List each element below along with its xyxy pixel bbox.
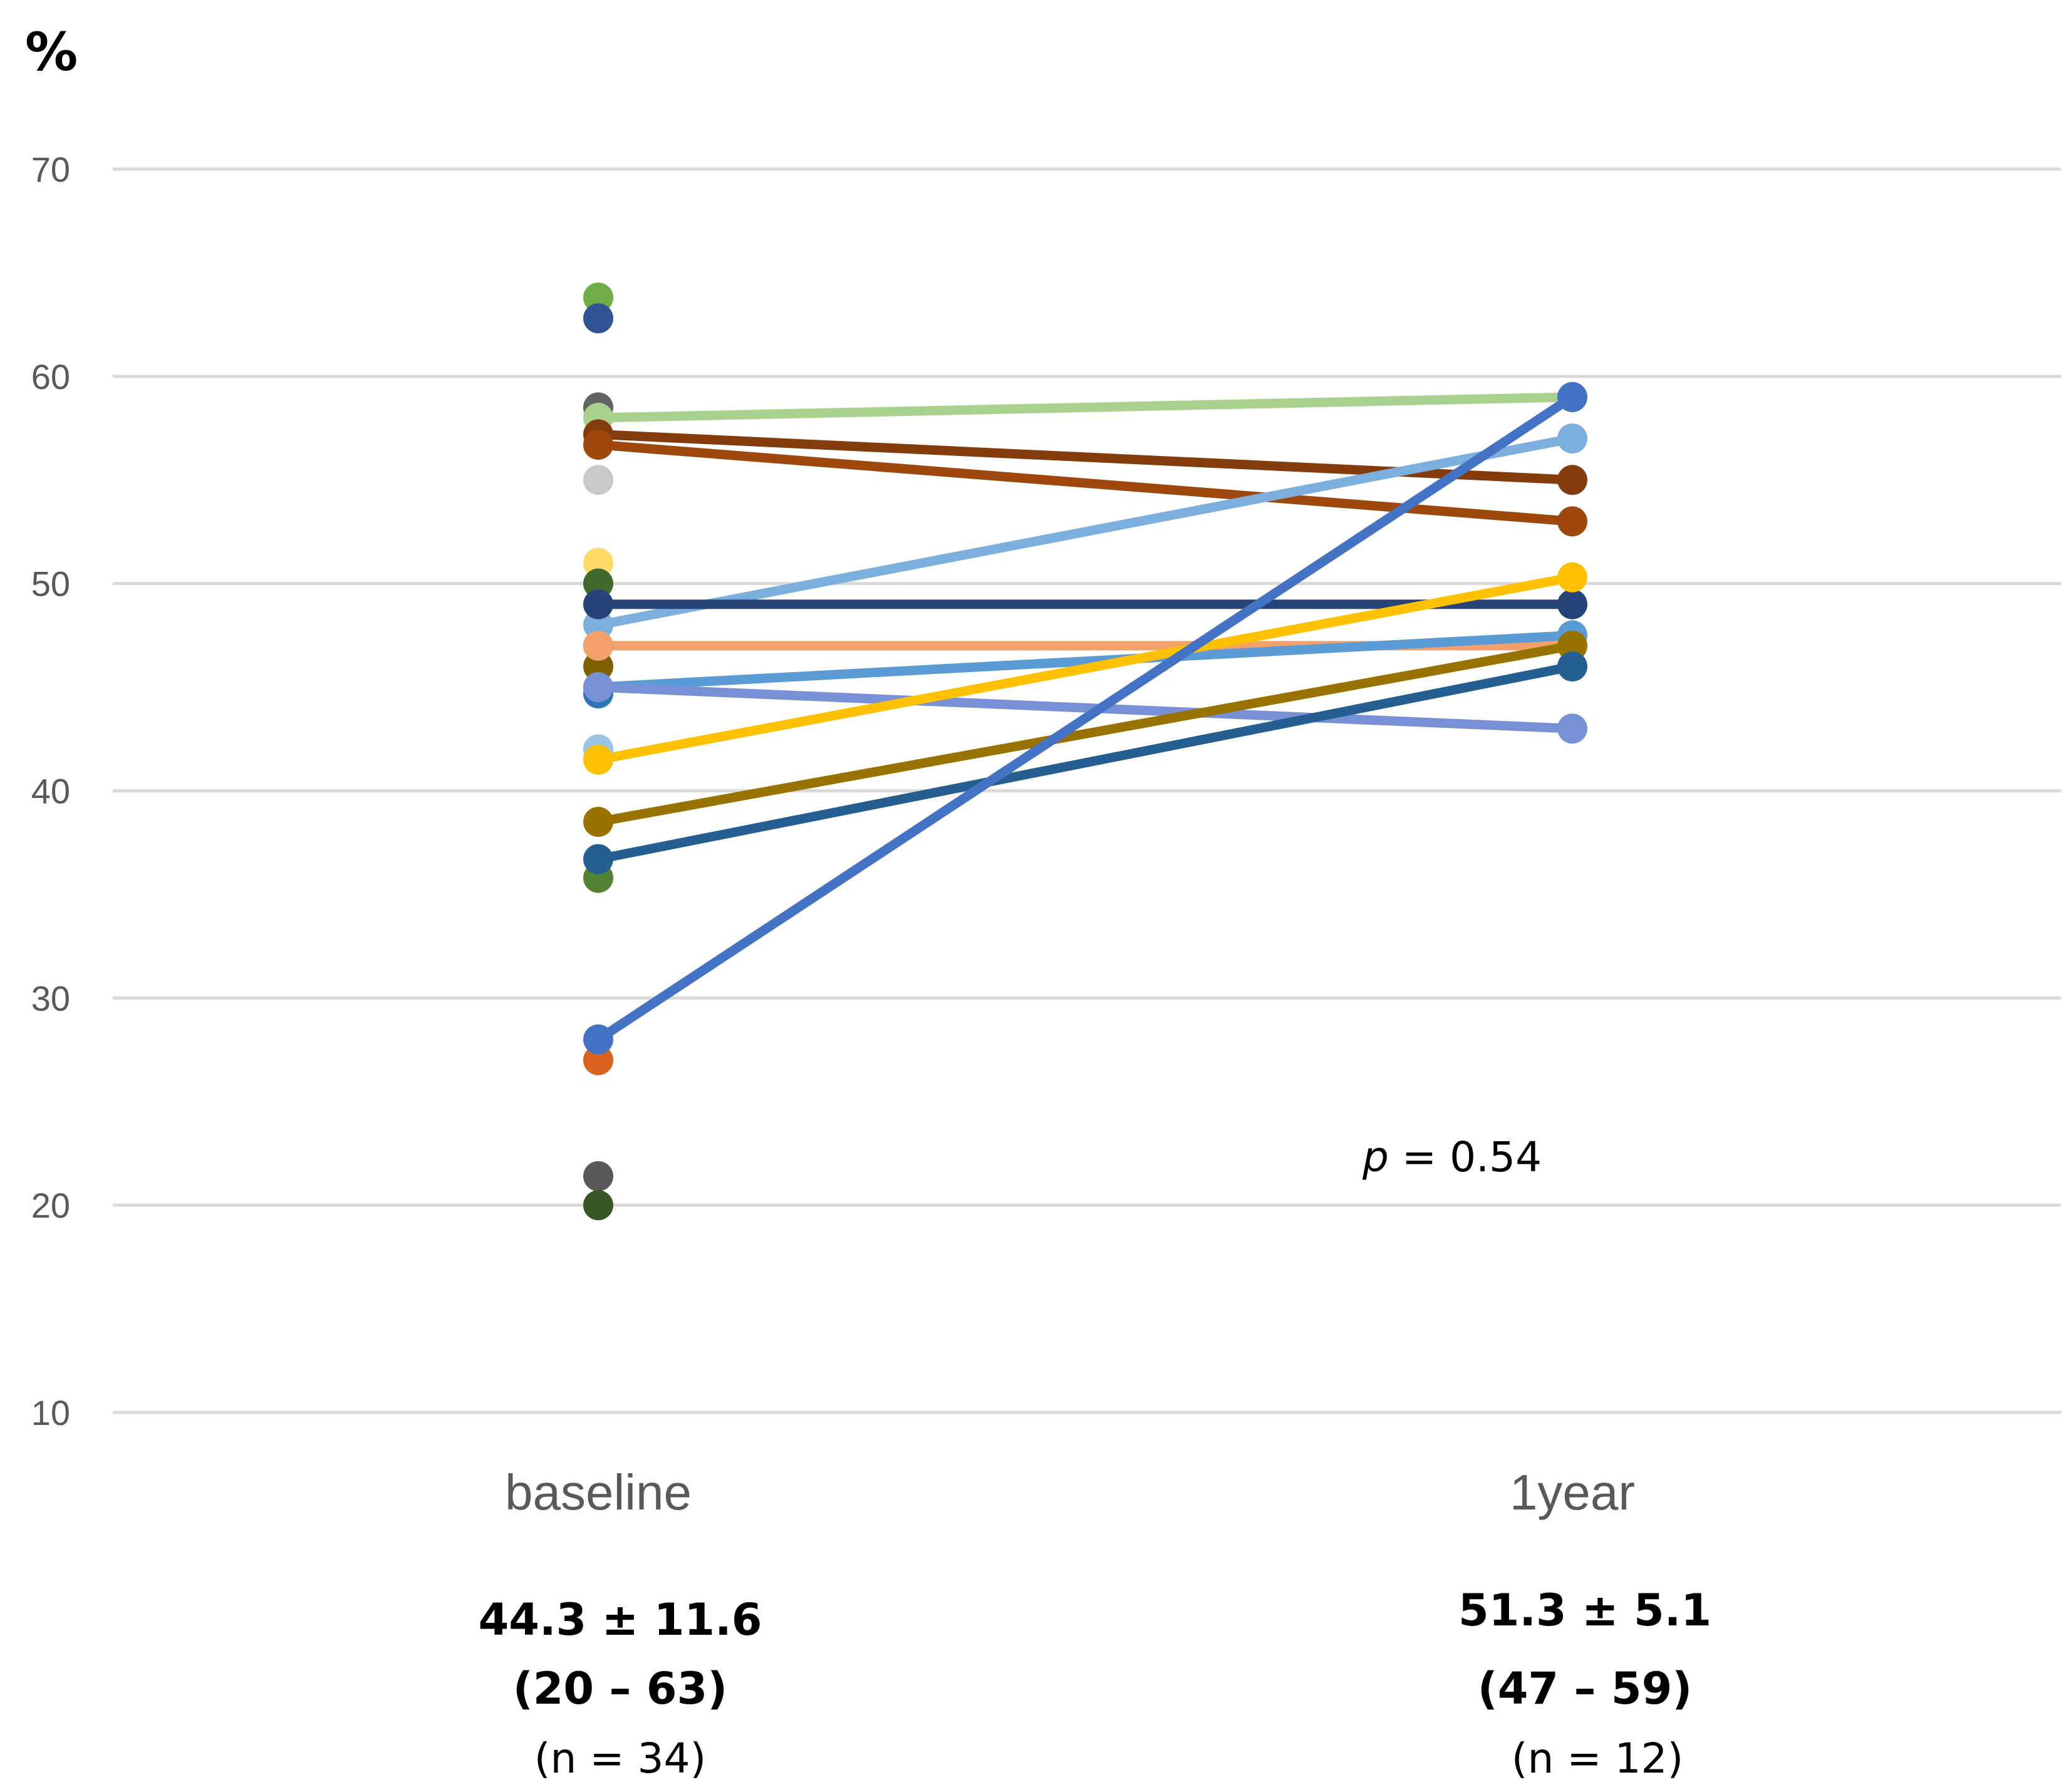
series-lines [593, 392, 1577, 1044]
oneyear-n: (n = 12) [1512, 1734, 1684, 1783]
series-5-baseline-point [583, 630, 613, 661]
baseline-point-1 [583, 303, 613, 334]
y-tick-label-4: 50 [31, 564, 70, 604]
baseline-point-11 [583, 1045, 613, 1075]
baseline-point-4 [583, 547, 613, 578]
series-8-baseline-point [583, 744, 613, 775]
y-tick-label-5: 60 [31, 357, 70, 396]
series-line-11 [593, 392, 1577, 1044]
oneyear-mean-sd: 51.3 ± 5.1 [1458, 1585, 1711, 1636]
series-3-1year-point [1557, 423, 1587, 454]
y-tick-label-6: 70 [31, 150, 70, 189]
series-8-1year-point [1557, 562, 1587, 593]
series-7-1year-point [1557, 713, 1587, 744]
oneyear-range: (47 – 59) [1478, 1663, 1693, 1714]
p-value-text: = 0.54 [1389, 1133, 1542, 1181]
baseline-point-12 [583, 1161, 613, 1191]
y-unit-label: % [25, 21, 78, 83]
baseline-n: (n = 34) [534, 1734, 707, 1783]
baseline-point-6 [583, 651, 613, 681]
series-line-6 [593, 630, 1577, 692]
series-10-baseline-point [583, 844, 613, 874]
series-1-1year-point [1557, 465, 1587, 495]
x-category-label-1year: 1year [1510, 1464, 1635, 1520]
series-9-1year-point [1557, 630, 1587, 661]
series-11-baseline-point [583, 1024, 613, 1055]
series-line-3 [593, 433, 1577, 630]
series-2-1year-point [1557, 506, 1587, 537]
baseline-range: (20 – 63) [513, 1663, 728, 1714]
series-2-baseline-point [583, 430, 613, 460]
p-value-annotation: p = 0.54 [1362, 1133, 1542, 1181]
baseline-point-0 [583, 282, 613, 313]
x-category-label-baseline: baseline [505, 1464, 692, 1520]
series-4-1year-point [1557, 589, 1587, 619]
gridlines [113, 167, 2061, 1414]
p-symbol: p [1362, 1133, 1389, 1181]
series-line-0 [593, 392, 1577, 423]
baseline-point-3 [583, 465, 613, 495]
y-tick-label-3: 40 [31, 772, 70, 811]
baseline-point-13 [583, 1190, 613, 1221]
series-line-7 [593, 682, 1577, 733]
baseline-point-5 [583, 568, 613, 599]
series-3-baseline-point [583, 609, 613, 640]
series-11-1year-point [1557, 381, 1587, 412]
data-points [583, 282, 1587, 1221]
y-tick-label-1: 20 [31, 1186, 70, 1225]
y-axis-tick-labels: 10 20 30 40 50 60 70 [31, 150, 70, 1432]
series-line-9 [593, 641, 1577, 827]
series-9-baseline-point [583, 807, 613, 837]
series-7-baseline-point [583, 672, 613, 703]
baseline-mean-sd: 44.3 ± 11.6 [479, 1594, 762, 1645]
series-line-10 [593, 661, 1577, 864]
series-4-baseline-point [583, 589, 613, 619]
y-tick-label-0: 10 [31, 1393, 70, 1432]
series-line-8 [593, 572, 1577, 765]
y-tick-label-2: 30 [31, 978, 70, 1018]
series-10-1year-point [1557, 651, 1587, 681]
